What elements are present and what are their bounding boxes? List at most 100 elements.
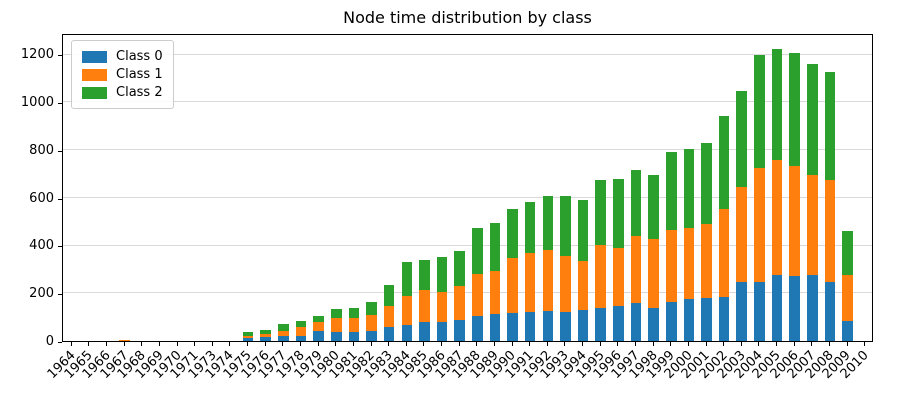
bar-segment [560,195,571,257]
bar-segment [648,308,659,341]
bar-segment [383,306,395,328]
x-tick-mark [723,342,725,346]
y-tick-label: 1200 [20,47,54,63]
bar-segment [771,48,783,161]
x-tick-mark [282,342,284,346]
x-tick-mark [776,342,778,346]
bar-segment [807,175,818,276]
bar-segment [383,285,395,307]
y-tick-mark [58,246,62,248]
bar-segment [330,318,342,332]
bar-segment [771,275,783,341]
x-tick-mark [88,342,90,346]
x-tick-mark [846,342,848,346]
bar-segment [436,292,448,322]
bar-segment [401,295,413,326]
bar-segment [401,262,413,296]
x-tick-mark [511,342,513,346]
bar-segment [807,275,818,341]
bar-segment [683,299,695,341]
bar-segment [648,239,659,309]
bar-segment [595,308,607,341]
x-tick-mark [476,342,478,346]
gridline [63,53,872,55]
bar-segment [330,308,342,319]
x-tick-mark [441,342,443,346]
legend-swatch-class-1 [82,68,107,81]
bar-segment [119,339,130,341]
x-tick-mark [247,342,249,346]
x-tick-mark [123,342,125,346]
x-tick-mark [194,342,196,346]
bar-segment [613,179,624,248]
bar-segment [507,208,518,258]
bar-segment [313,330,324,341]
bar-segment [383,327,395,341]
bar-segment [419,322,430,341]
bar-segment [489,223,501,272]
bar-segment [683,228,695,300]
bar-segment [630,302,642,341]
x-tick-mark [158,342,160,346]
y-tick-label: 600 [29,190,54,206]
bar-segment [560,256,571,313]
x-tick-mark [599,342,601,346]
legend-item-class-1: Class 1 [82,67,163,82]
legend-item-class-0: Class 0 [82,49,163,64]
legend-label-class-2: Class 2 [116,85,163,100]
bar-segment [507,257,518,313]
bar-segment [754,54,765,168]
x-tick-mark [106,342,108,346]
x-tick-mark [335,342,337,346]
legend: Class 0 Class 1 Class 2 [71,40,174,109]
bar-segment [630,235,642,303]
bar-segment [242,332,254,336]
bar-segment [295,336,307,341]
bar-segment [366,302,377,315]
gridline [63,101,872,103]
bar-segment [824,282,836,341]
bar-segment [524,312,536,341]
bar-segment [577,309,589,341]
legend-swatch-class-0 [82,50,107,63]
x-tick-mark [352,342,354,346]
bar-segment [348,332,360,341]
x-tick-mark [617,342,619,346]
x-tick-mark [70,342,72,346]
y-tick-mark [58,55,62,57]
bar-segment [242,338,254,341]
bar-segment [507,312,518,341]
x-tick-mark [176,342,178,346]
x-tick-mark [670,342,672,346]
bar-segment [807,64,818,176]
gridline [63,149,872,150]
bar-segment [260,334,272,338]
x-tick-mark [582,342,584,346]
bar-segment [665,301,677,341]
gridline [63,292,872,294]
plot-area: Class 0 Class 1 Class 2 [62,34,873,342]
x-tick-mark [758,342,760,346]
bar-segment [295,321,307,328]
x-tick-mark [423,342,425,346]
y-tick-label: 1000 [20,95,54,111]
x-tick-mark [211,342,213,346]
x-tick-mark [458,342,460,346]
bar-segment [436,256,448,293]
bar-segment [348,307,360,318]
bar-segment [754,167,765,283]
x-tick-mark [740,342,742,346]
bar-segment [613,247,624,306]
bar-segment [542,310,554,341]
x-tick-mark [370,342,372,346]
bar-segment [577,261,589,310]
bar-segment [648,175,659,240]
bar-segment [419,260,430,291]
bar-segment [242,335,254,339]
x-tick-mark [529,342,531,346]
x-tick-mark [811,342,813,346]
bar-segment [454,286,465,321]
bar-segment [313,315,324,323]
bar-segment [824,180,836,283]
